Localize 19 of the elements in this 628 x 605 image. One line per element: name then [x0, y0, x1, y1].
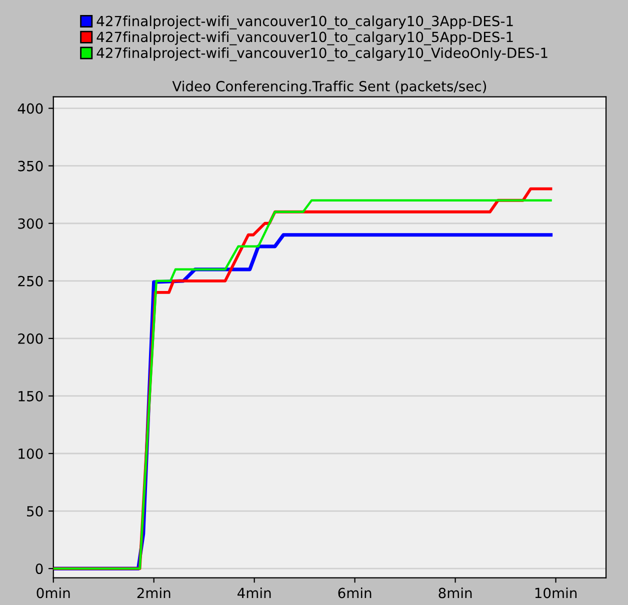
legend-label: 427finalproject-wifi_vancouver10_to_calgary10_3App-DES-1 — [96, 16, 513, 30]
x-tick-label: 8min — [438, 587, 472, 598]
legend-label: 427finalproject-wifi_vancouver10_to_calgary10_VideoOnly-DES-1 — [96, 47, 548, 62]
x-tick-label: 2min — [137, 587, 170, 598]
y-tick-label: 150 — [18, 390, 43, 402]
x-tick-label: 10min — [535, 587, 577, 598]
x-tick-label: 6min — [338, 587, 372, 598]
y-tick-label: 100 — [18, 448, 43, 459]
legend-label: 427finalproject-wifi_vancouver10_to_calgary10_5App-DES-1 — [96, 31, 513, 46]
x-tick-label: 0min — [36, 587, 70, 598]
y-tick-label: 350 — [18, 160, 43, 172]
y-tick-label: 200 — [18, 333, 43, 344]
chart-title: Video Conferencing.Traffic Sent (packets/sec) — [172, 80, 486, 94]
y-tick-label: 300 — [18, 218, 43, 229]
y-tick-label: 400 — [18, 103, 43, 114]
y-tick-label: 50 — [27, 506, 43, 517]
y-tick-label: 250 — [18, 276, 43, 286]
x-tick-label: 4min — [238, 587, 271, 598]
y-tick-label: 0 — [36, 564, 43, 574]
